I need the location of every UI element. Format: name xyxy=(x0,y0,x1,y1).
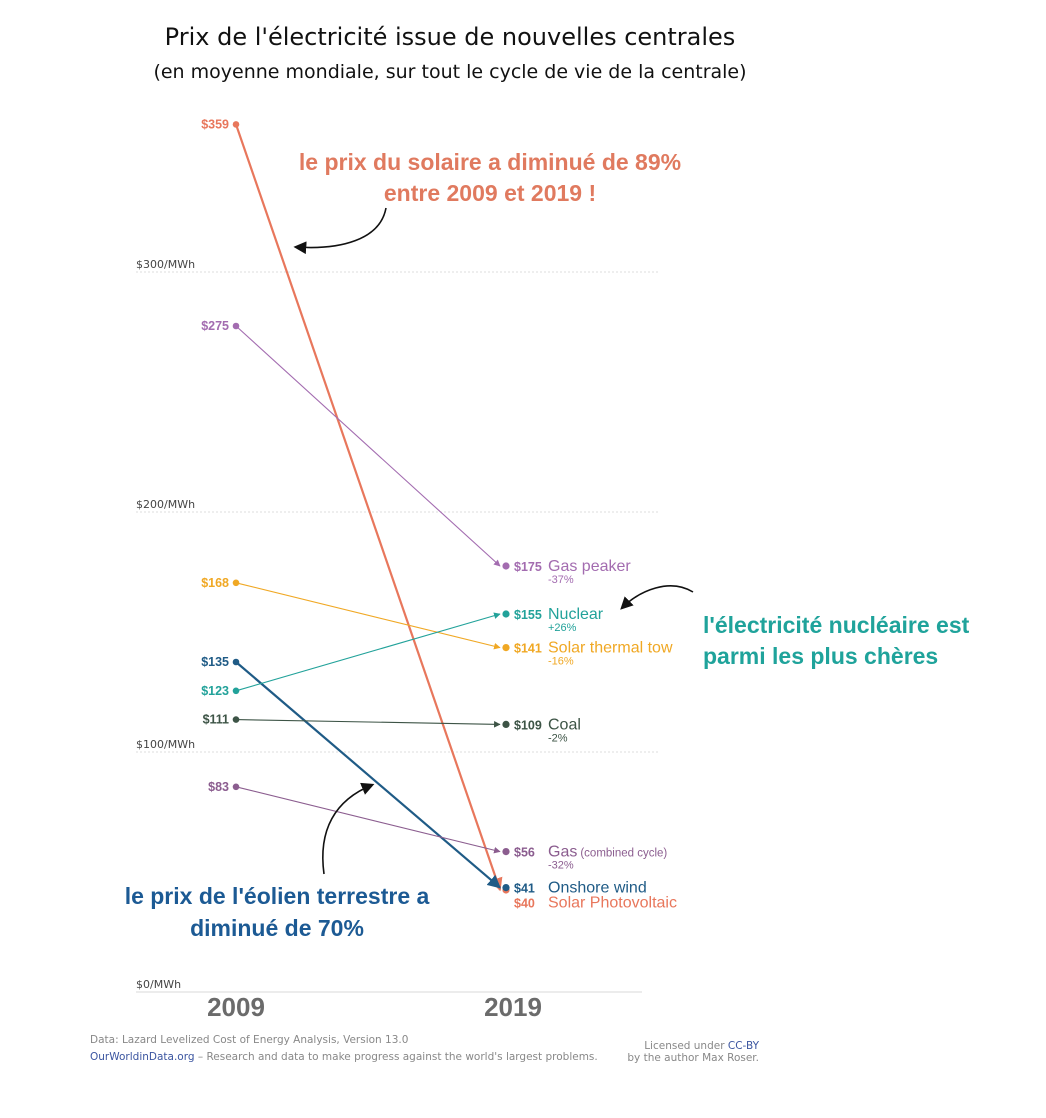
footer-author: by the author Max Roser. xyxy=(627,1052,759,1064)
series-lines xyxy=(232,121,510,894)
annotation-wind-line2: diminué de 70% xyxy=(190,915,364,941)
series-change-label: -37% xyxy=(548,574,574,586)
end-value-label: $141 xyxy=(514,642,542,656)
series-change-label: +26% xyxy=(548,622,577,634)
footer-license-prefix: Licensed under xyxy=(644,1040,728,1052)
data-point xyxy=(502,562,510,570)
series-name-label: Nuclear xyxy=(548,606,604,623)
x-tick-2009: 2009 xyxy=(207,992,265,1022)
series-name-label: Onshore wind xyxy=(548,880,647,897)
end-value-label: $56 xyxy=(514,846,535,860)
annotation-nuclear-line1: l'électricité nucléaire est xyxy=(703,612,970,638)
series-line xyxy=(235,719,501,728)
series-line xyxy=(235,582,501,650)
footer-tagline: – Research and data to make progress aga… xyxy=(195,1051,598,1063)
grid: $0/MWh $100/MWh $200/MWh $300/MWh xyxy=(136,258,660,993)
series-name-label: Coal xyxy=(548,716,581,733)
y-tick-label: $300/MWh xyxy=(136,258,195,271)
annotation-nuclear-arrow xyxy=(620,585,694,610)
data-point xyxy=(232,783,240,791)
annotation-solar-line1: le prix du solaire a diminué de 89% xyxy=(299,149,681,175)
series-name-suffix: (combined cycle) xyxy=(580,848,667,860)
series-line xyxy=(235,661,502,889)
y-tick-label: $200/MWh xyxy=(136,498,195,511)
data-point xyxy=(232,579,240,587)
data-point xyxy=(232,687,240,695)
data-point xyxy=(502,644,510,652)
annotation-wind-line1: le prix de l'éolien terrestre a xyxy=(125,883,430,909)
series-name-label: Solar Photovoltaic xyxy=(548,895,677,912)
data-point xyxy=(232,322,240,330)
end-value-label: $40 xyxy=(514,897,535,911)
series-name-label: Gas peaker xyxy=(548,558,631,575)
series-name-label: Gas (combined cycle) xyxy=(548,844,667,861)
annotation-wind-arrow xyxy=(322,782,375,875)
annotation-solar-line2: entre 2009 et 2019 ! xyxy=(384,180,596,206)
start-value-label: $359 xyxy=(201,117,229,131)
y-tick-label: $100/MWh xyxy=(136,738,195,751)
series-line xyxy=(234,124,503,892)
data-point xyxy=(502,610,510,618)
footer-site-line: OurWorldinData.org – Research and data t… xyxy=(90,1051,598,1063)
start-value-label: $168 xyxy=(201,576,229,590)
chart-title: Prix de l'électricité issue de nouvelles… xyxy=(165,23,736,51)
series-line xyxy=(235,325,501,567)
x-tick-2019: 2019 xyxy=(484,992,542,1022)
data-point xyxy=(502,884,510,892)
start-value-label: $275 xyxy=(201,319,229,333)
annotation-wind: le prix de l'éolien terrestre a diminué … xyxy=(125,782,430,941)
chart-subtitle: (en moyenne mondiale, sur tout le cycle … xyxy=(153,61,746,83)
annotation-solar-arrow xyxy=(293,207,387,255)
end-value-label: $41 xyxy=(514,882,535,896)
end-value-label: $175 xyxy=(514,560,542,574)
start-value-label: $135 xyxy=(201,655,229,669)
start-value-label: $123 xyxy=(201,684,229,698)
end-value-label: $109 xyxy=(514,718,542,732)
annotation-solar: le prix du solaire a diminué de 89% entr… xyxy=(293,149,681,255)
series-change-label: -32% xyxy=(548,860,574,872)
start-value-label: $83 xyxy=(208,780,229,794)
series-name-label: Solar thermal tow xyxy=(548,640,673,657)
data-point xyxy=(502,720,510,729)
footer-license: Licensed under CC-BY xyxy=(644,1040,759,1052)
footer-data-source: Data: Lazard Levelized Cost of Energy An… xyxy=(90,1034,408,1046)
footer-site-link[interactable]: OurWorldinData.org xyxy=(90,1051,195,1063)
data-point xyxy=(502,848,510,856)
data-point xyxy=(232,716,240,723)
footer-license-link[interactable]: CC-BY xyxy=(728,1040,760,1052)
data-point xyxy=(232,658,240,666)
data-point xyxy=(232,121,240,128)
series-labels: $359 $40 Solar Photovoltaic $275 $175 Gas pea… xyxy=(201,117,677,911)
series-line xyxy=(235,786,501,854)
series-change-label: -16% xyxy=(548,656,574,668)
annotation-nuclear-line2: parmi les plus chères xyxy=(703,643,938,669)
start-value-label: $111 xyxy=(203,713,229,727)
end-value-label: $155 xyxy=(514,608,542,622)
annotation-nuclear: l'électricité nucléaire est parmi les pl… xyxy=(620,585,970,669)
series-line xyxy=(235,612,501,692)
y-tick-label: $0/MWh xyxy=(136,978,181,991)
series-change-label: -2% xyxy=(548,732,568,744)
